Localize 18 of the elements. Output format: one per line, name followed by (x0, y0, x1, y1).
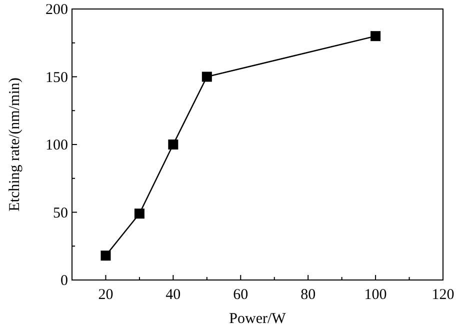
x-tick-label: 120 (432, 287, 454, 303)
y-tick-label: 0 (60, 273, 68, 289)
x-tick-label: 60 (233, 287, 248, 303)
x-tick-label: 100 (364, 287, 387, 303)
x-axis-title: Power/W (229, 311, 287, 327)
x-tick-label: 40 (166, 287, 181, 303)
y-axis-title: Etching rate/(nm/min) (7, 78, 23, 212)
point (168, 140, 178, 150)
point (370, 31, 381, 42)
point (202, 72, 212, 82)
y-tick-label: 150 (46, 70, 68, 86)
y-tick-label: 50 (53, 205, 68, 222)
y-tick-label: 200 (46, 2, 68, 18)
point (134, 208, 144, 219)
point (100, 250, 111, 261)
y-tick-label: 100 (46, 138, 68, 154)
x-tick-label: 20 (98, 287, 114, 303)
x-tick-label: 80 (300, 287, 316, 303)
